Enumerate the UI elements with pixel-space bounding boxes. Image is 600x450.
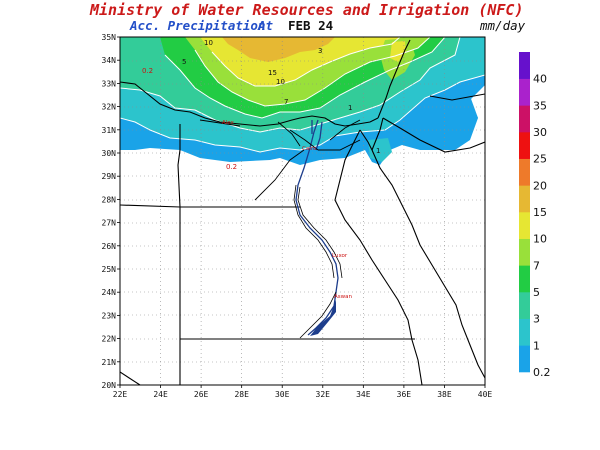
coastlines — [120, 39, 485, 385]
lake-nasser — [310, 300, 336, 336]
colorbar-swatch — [519, 318, 530, 346]
map-title: Ministry of Water Resources and Irrigati… — [90, 1, 524, 19]
date-label: FEB 24 — [288, 18, 334, 33]
lat-tick-label: 20N — [102, 381, 117, 390]
lon-tick-label: 22E — [113, 390, 128, 399]
colorbar-swatch — [519, 292, 530, 319]
lon-tick-label: 26E — [194, 390, 209, 399]
contour-label-0.2: 0.2 — [142, 67, 153, 75]
lat-tick-label: 30N — [102, 149, 117, 158]
at-label: At — [258, 18, 274, 33]
lat-tick-label: 27N — [102, 219, 117, 228]
lat-tick-label: 23N — [102, 311, 117, 320]
contour-label-1-b: 1 — [376, 147, 380, 155]
colorbar-label: 7 — [533, 259, 540, 272]
colorbar-swatch — [519, 105, 530, 133]
colorbar-label: 20 — [533, 179, 547, 192]
contour-label-3: 3 — [318, 47, 322, 55]
units-label: mm/day — [480, 18, 526, 33]
lat-tick-label: 28N — [102, 195, 117, 204]
station-label-alex: Alex — [222, 120, 235, 126]
lat-tick-label: 32N — [102, 103, 117, 112]
colorbar-label: 0.2 — [533, 366, 551, 379]
colorbar-label: 35 — [533, 99, 547, 112]
lat-tick-label: 22N — [102, 335, 117, 344]
colorbar-swatch — [519, 132, 530, 159]
station-label-cairo: Cairo — [302, 146, 317, 152]
product-label: Acc. Precipitation — [130, 18, 266, 33]
lon-tick-label: 30E — [275, 390, 290, 399]
road-lines — [199, 119, 361, 201]
contour-label-7: 7 — [284, 98, 288, 106]
colorbar-label: 40 — [533, 73, 547, 86]
colorbar-label: 15 — [533, 206, 547, 219]
lat-tick-label: 33N — [102, 79, 117, 88]
colorbar-swatch — [519, 78, 530, 106]
precip-band-15 — [222, 37, 335, 62]
colorbar-label: 3 — [533, 313, 540, 326]
map-frame — [119, 36, 486, 386]
lon-tick-label: 40E — [478, 390, 493, 399]
lon-tick-label: 34E — [356, 390, 371, 399]
colorbar-swatch — [519, 52, 530, 79]
lon-tick-label: 32E — [316, 390, 331, 399]
lat-tick-label: 24N — [102, 288, 117, 297]
nile-banks — [293, 184, 343, 339]
lat-tick-label: 31N — [102, 126, 117, 135]
lon-tick-label: 24E — [153, 390, 168, 399]
colorbar-label: 5 — [533, 286, 540, 299]
lon-tick-labels: 22E 24E 26E 28E 30E 32E 34E 36E 38E 40E — [113, 385, 493, 399]
station-label-luxor: Luxor — [332, 253, 348, 259]
lon-tick-label: 28E — [234, 390, 249, 399]
contour-label-10-b: 10 — [276, 78, 285, 86]
colorbar-label: 25 — [533, 153, 547, 166]
contour-label-0.2-b: 0.2 — [226, 163, 237, 171]
colorbar-label: 30 — [533, 126, 547, 139]
precip-patch-redsea — [440, 96, 478, 132]
nile-river — [295, 119, 339, 336]
colorbar-swatch — [519, 158, 530, 186]
lon-tick-label: 38E — [437, 390, 452, 399]
lat-tick-labels: 20N 21N 22N 23N 24N 25N 26N 27N 28N 29N 30N 31N 32N 3… — [102, 33, 120, 390]
contour-label-10: 10 — [204, 39, 213, 47]
colorbar-swatch — [519, 238, 530, 266]
colorbar-swatch — [519, 345, 530, 373]
contour-label-5: 5 — [182, 58, 186, 66]
contour-label-15: 15 — [268, 69, 277, 77]
colorbar-label: 1 — [533, 339, 540, 352]
contour-label-1: 1 — [348, 104, 352, 112]
lat-tick-label: 21N — [102, 358, 117, 367]
lon-tick-label: 36E — [397, 390, 412, 399]
colorbar-swatch — [519, 185, 530, 213]
contour-value-labels: 10 15 10 0.2 0.2 1 3 5 7 1 — [142, 39, 380, 171]
station-label-aswan: Aswan — [334, 294, 352, 300]
colorbar-swatch — [519, 265, 530, 293]
colorbar-swatch — [519, 212, 530, 239]
lat-tick-label: 34N — [102, 56, 117, 65]
lat-tick-label: 35N — [102, 33, 117, 42]
lat-tick-label: 25N — [102, 265, 117, 274]
station-labels: Alex Cairo Luxor Aswan — [222, 120, 352, 300]
lat-tick-label: 29N — [102, 172, 117, 181]
precip-fields — [120, 37, 485, 165]
lat-tick-label: 26N — [102, 242, 117, 251]
colorbar-label: 10 — [533, 233, 547, 246]
